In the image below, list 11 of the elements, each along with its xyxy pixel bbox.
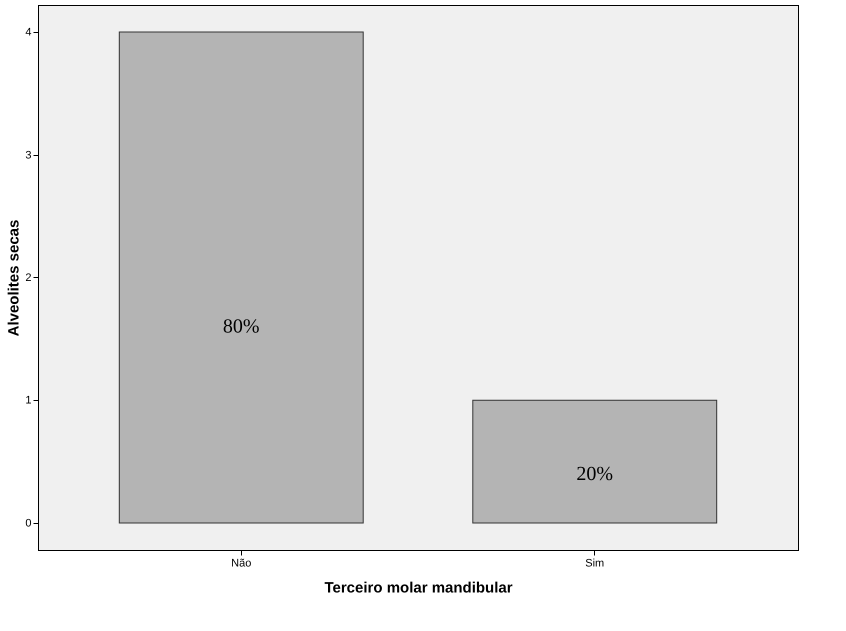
x-tick-label: Não [231,558,252,570]
y-tick-label: 3 [25,149,32,162]
y-axis-title: Alveolites secas [5,220,22,336]
annotation: 20% [576,462,614,485]
y-tick-label: 1 [25,394,32,407]
annotation: 80% [222,316,260,338]
y-tick-label: 2 [25,272,32,284]
x-axis-title: Terceiro molar mandibular [324,580,513,596]
y-tick-label: 4 [25,26,32,39]
y-tick-label: 0 [25,517,32,530]
x-tick-label: Sim [585,558,604,570]
